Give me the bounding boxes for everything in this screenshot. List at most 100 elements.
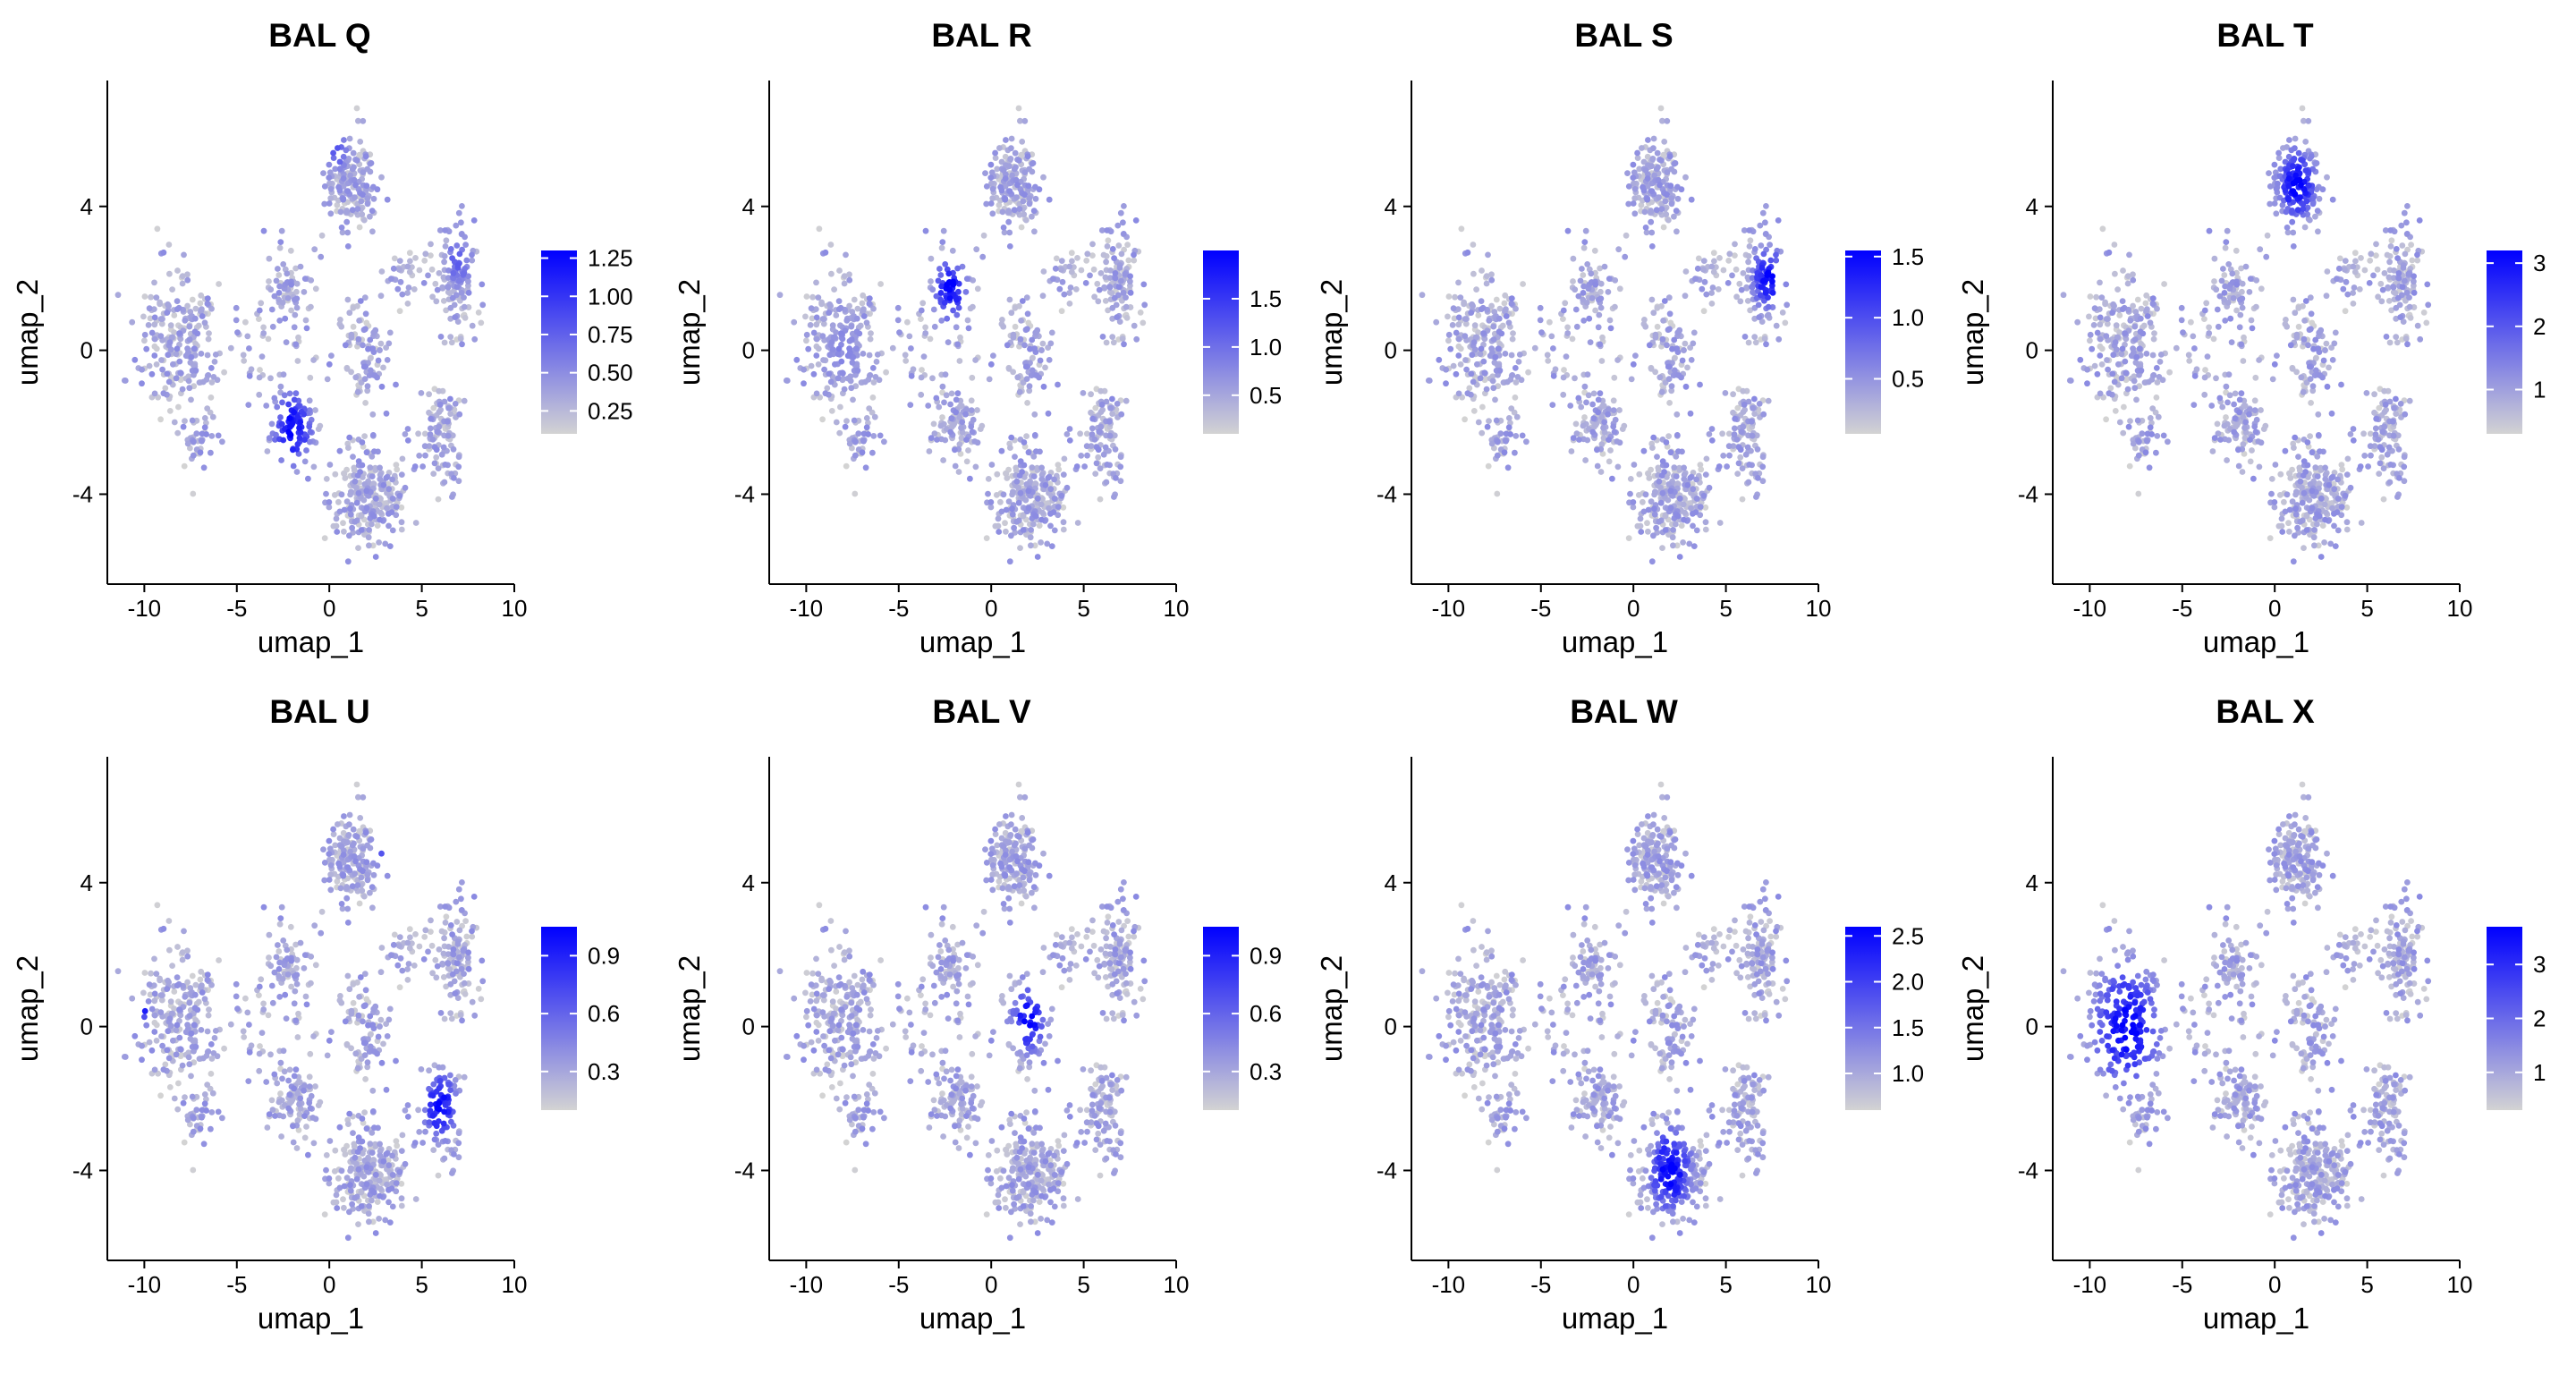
cell-point [2421,310,2428,316]
cell-point [2126,424,2132,430]
cell-point [1649,445,1656,451]
x-tick-label: 10 [1806,595,1832,622]
cell-point [416,453,422,459]
cell-point [2203,300,2209,306]
cell-point [843,463,850,470]
cell-point [2364,390,2370,396]
cell-point [1564,325,1571,331]
cell-point [2396,270,2402,276]
cell-point [1759,463,1766,470]
cell-point [2307,433,2313,439]
cell-point [1038,358,1044,364]
cell-point [793,357,800,363]
cell-point [2317,513,2323,520]
cell-point [1107,284,1114,291]
cell-point [182,318,188,324]
cell-point [814,336,820,343]
cell-point [1745,259,1751,265]
cell-point [2165,438,2171,445]
cell-point [205,372,211,378]
cell-point [1741,409,1747,415]
cell-point [838,330,844,336]
cell-point [1465,250,1471,256]
cell-point [1490,385,1496,391]
cell-point [2084,367,2090,373]
cell-point [415,430,421,437]
cell-point [2219,404,2225,411]
cell-point [1005,219,1012,225]
cell-point [928,336,934,343]
cell-point [1030,522,1037,528]
cell-point [2223,414,2229,420]
cell-point [1027,200,1033,207]
cell-point [352,182,359,188]
cell-point [364,449,370,455]
cell-point [2121,404,2127,411]
cell-point [295,358,301,364]
cell-point [379,268,386,275]
cell-point [1474,361,1480,368]
cell-point [955,390,962,396]
cell-point [2109,371,2115,377]
cell-point [1704,456,1710,462]
cell-point [377,476,383,482]
cell-point [1737,298,1743,304]
cell-point [1462,316,1469,322]
cell-point [1661,139,1667,145]
cell-point [2109,310,2115,316]
cell-point [2387,227,2394,233]
cell-point [2122,359,2128,365]
cell-point [2395,295,2402,301]
cell-point [164,371,170,377]
cell-point [1007,445,1013,451]
cell-point [1589,429,1596,436]
cell-point [2311,534,2318,540]
cell-point [1671,464,1677,471]
cell-point [280,261,286,267]
cell-point [2358,463,2364,470]
cell-point [1549,402,1555,408]
cell-point [1506,319,1513,326]
x-tick-label: -10 [790,595,824,622]
cell-point [2239,295,2245,301]
cell-point [186,385,192,391]
cell-point [2174,345,2180,352]
cell-point [1757,401,1763,407]
cell-point [973,464,979,471]
cell-point [1631,361,1637,368]
cell-point [813,321,819,327]
cell-point [1775,217,1782,224]
cell-point [1066,290,1072,296]
cell-point [1478,351,1484,357]
cell-point [1663,211,1669,217]
cell-point [1007,558,1013,564]
cell-point [1611,397,1617,403]
cell-point [1111,255,1117,261]
cell-point [1654,454,1660,460]
y-axis-title: umap_2 [11,279,44,386]
cell-point [455,262,462,268]
cell-point [1046,411,1052,417]
cell-point [2279,523,2285,530]
cell-point [947,295,953,301]
cell-point [2091,322,2097,328]
cell-point [1646,475,1652,481]
cell-point [2126,252,2132,259]
cell-point [2087,337,2093,344]
cell-point [1673,454,1679,460]
cell-point [2404,203,2411,209]
cell-point [2156,414,2162,420]
cell-point [1455,352,1462,359]
cell-point [1700,267,1707,273]
cell-point [1046,197,1053,203]
cell-point [1061,527,1067,533]
cell-point [1743,452,1750,458]
cell-point [2314,454,2320,460]
cell-point [1775,336,1782,343]
cell-point [447,411,453,417]
cell-point [377,517,383,523]
cell-point [2325,268,2331,275]
cell-point [1456,344,1462,350]
cell-point [1514,414,1521,420]
cell-point [1596,397,1602,403]
